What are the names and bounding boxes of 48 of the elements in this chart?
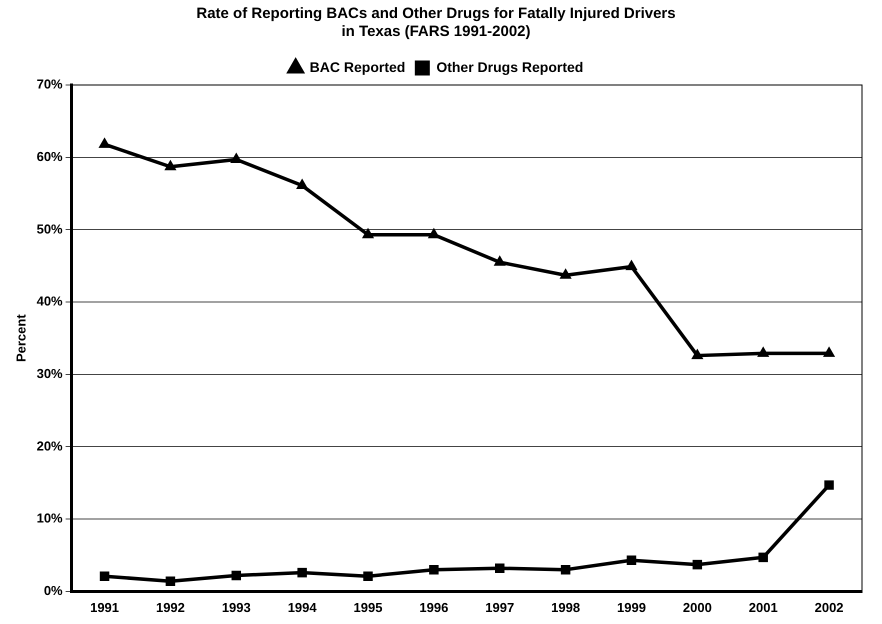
point xyxy=(429,564,439,574)
x-tick-label: 1993 xyxy=(222,600,251,615)
point xyxy=(495,564,504,573)
point xyxy=(824,480,834,490)
y-tick-label: 20% xyxy=(36,438,64,454)
point xyxy=(363,571,373,581)
x-tick-label: 1999 xyxy=(617,600,646,615)
point xyxy=(494,256,506,266)
point xyxy=(758,552,768,562)
legend-label: BAC Reported xyxy=(310,58,406,75)
x-tick-label: 1992 xyxy=(156,600,185,615)
y-tick-label: 40% xyxy=(36,294,64,309)
point xyxy=(560,564,570,574)
point xyxy=(692,560,702,570)
point xyxy=(164,160,176,170)
point xyxy=(428,228,440,238)
point xyxy=(758,346,769,357)
x-tick-label: 1994 xyxy=(288,600,318,615)
point xyxy=(296,179,308,190)
x-tick-label: 2000 xyxy=(682,600,712,615)
y-tick-label: 30% xyxy=(36,366,64,381)
point xyxy=(362,228,374,238)
legend-label: Other Drugs Reported xyxy=(436,58,584,75)
x-tick-label: 1995 xyxy=(354,600,382,615)
point xyxy=(626,260,638,270)
point xyxy=(560,268,572,279)
chart-title: Rate of Reporting BACs and Other Drugs for Fatally Injured Drivers in Texas (FARS 1991-2002) xyxy=(196,5,676,40)
point xyxy=(297,568,307,578)
point xyxy=(98,138,110,148)
point xyxy=(626,556,636,566)
point xyxy=(692,349,704,360)
point xyxy=(823,346,835,357)
x-tick-label: 1991 xyxy=(90,600,120,615)
y-tick-label: 10% xyxy=(36,510,64,526)
x-tick-label: 1998 xyxy=(551,600,580,615)
y-tick-label: 60% xyxy=(36,148,64,164)
y-tick-label: 0% xyxy=(44,582,64,598)
x-tick-label: 1997 xyxy=(485,600,514,615)
y-axis-title: Percent xyxy=(13,314,28,362)
y-tick-label: 70% xyxy=(36,76,64,92)
x-tick-label: 2002 xyxy=(814,600,844,615)
y-tick-label: 50% xyxy=(36,221,64,236)
x-tick-label: 1996 xyxy=(419,600,448,615)
x-tick-label: 2001 xyxy=(748,600,778,615)
point xyxy=(100,571,110,581)
point xyxy=(166,576,176,586)
point xyxy=(232,570,242,580)
point xyxy=(230,153,242,164)
